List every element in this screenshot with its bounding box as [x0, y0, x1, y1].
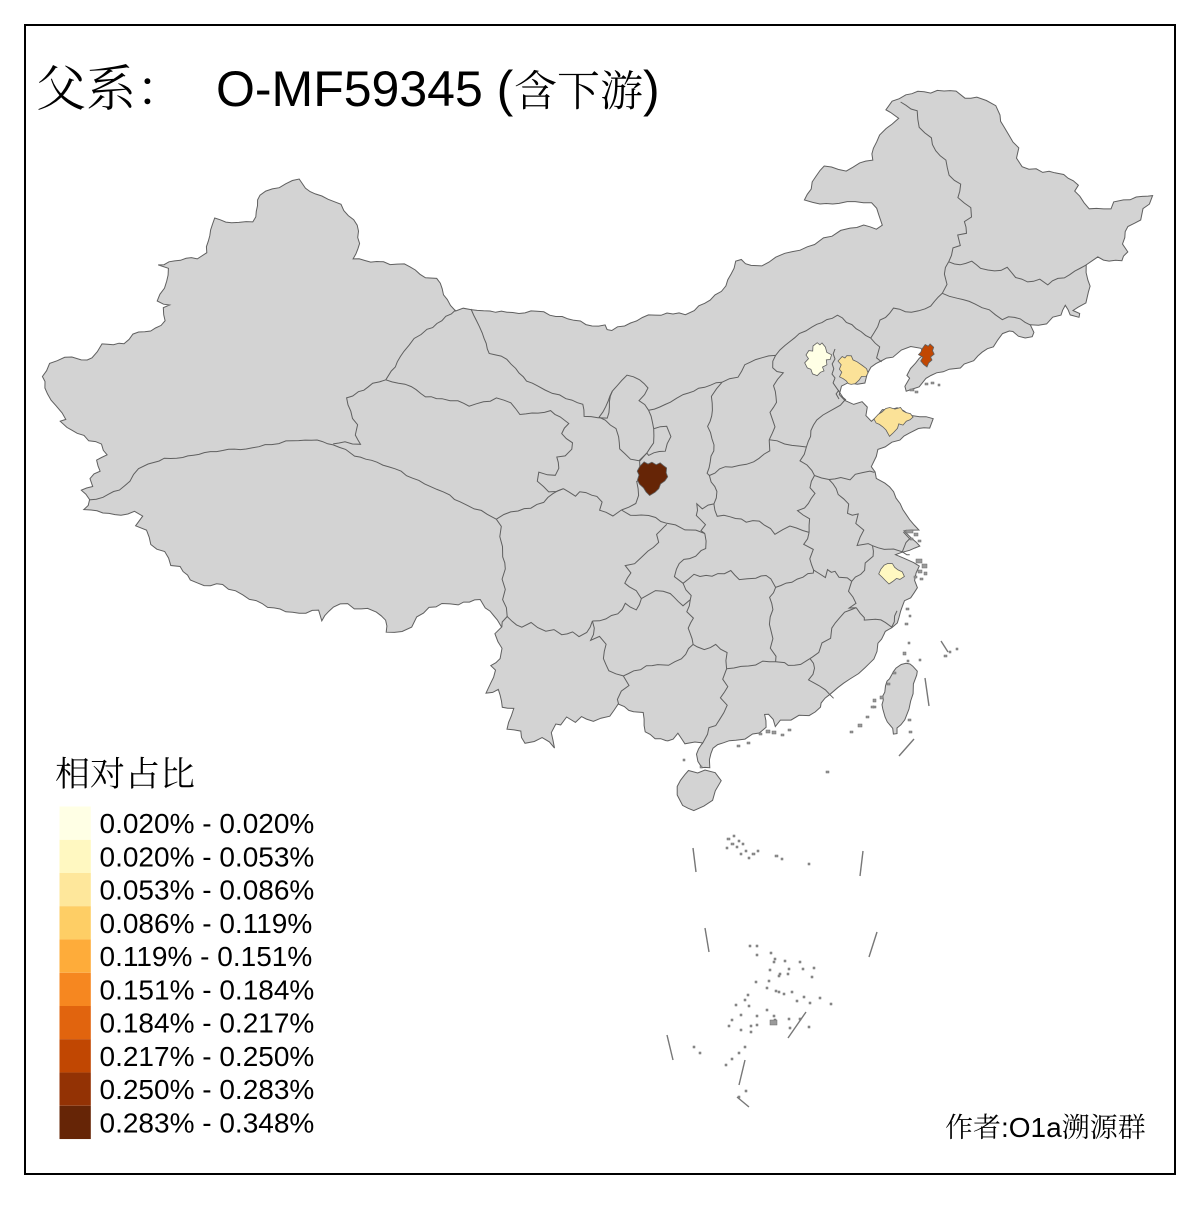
- svg-text:0.119% - 0.151%: 0.119% - 0.151%: [100, 941, 313, 972]
- svg-text:0.086% - 0.119%: 0.086% - 0.119%: [100, 908, 313, 939]
- svg-text:0.151% - 0.184%: 0.151% - 0.184%: [100, 974, 315, 1005]
- svg-text:0.020% - 0.053%: 0.020% - 0.053%: [100, 841, 315, 872]
- svg-text:0.053% - 0.086%: 0.053% - 0.086%: [100, 875, 315, 906]
- svg-text:): ): [643, 61, 660, 117]
- svg-text:O-MF59345 (: O-MF59345 (: [216, 61, 514, 117]
- svg-text:0.020% - 0.020%: 0.020% - 0.020%: [100, 808, 315, 839]
- svg-text:0.283% - 0.348%: 0.283% - 0.348%: [100, 1107, 315, 1138]
- svg-text:0.184% - 0.217%: 0.184% - 0.217%: [100, 1008, 315, 1039]
- svg-text::O1a: :O1a: [1001, 1112, 1062, 1143]
- svg-text:0.250% - 0.283%: 0.250% - 0.283%: [100, 1074, 315, 1105]
- svg-text:0.217% - 0.250%: 0.217% - 0.250%: [100, 1041, 315, 1072]
